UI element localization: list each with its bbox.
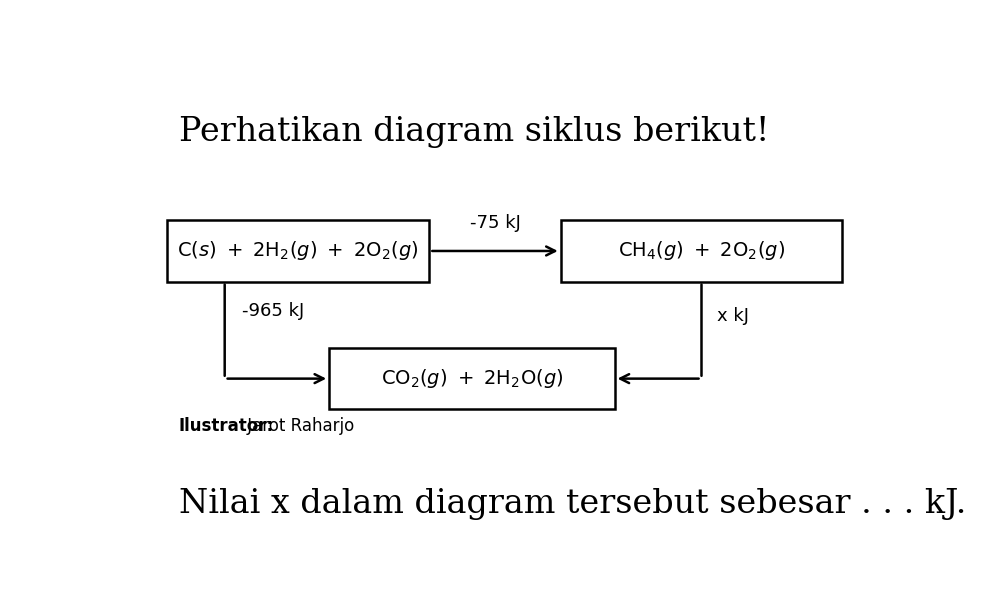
Text: $\rm C(\mathit{s})\ +\ 2H_2(\mathit{g})\ +\ 2O_2(\mathit{g})$: $\rm C(\mathit{s})\ +\ 2H_2(\mathit{g})\… [177,239,419,262]
Text: $\rm CO_2(\mathit{g})\ +\ 2H_2O(\mathit{g})$: $\rm CO_2(\mathit{g})\ +\ 2H_2O(\mathit{… [380,367,563,390]
Text: Nilai x dalam diagram tersebut sebesar . . . kJ.: Nilai x dalam diagram tersebut sebesar .… [178,488,966,520]
Text: Perhatikan diagram siklus berikut!: Perhatikan diagram siklus berikut! [178,116,769,148]
Text: $\rm CH_4(\mathit{g})\ +\ 2O_2(\mathit{g})$: $\rm CH_4(\mathit{g})\ +\ 2O_2(\mathit{g… [618,239,785,262]
Text: Ilustrator:: Ilustrator: [178,417,274,435]
FancyBboxPatch shape [561,220,843,282]
Text: Jarot Raharjo: Jarot Raharjo [242,417,355,435]
FancyBboxPatch shape [167,220,429,282]
Text: x kJ: x kJ [717,307,749,325]
FancyBboxPatch shape [329,348,615,410]
Text: -965 kJ: -965 kJ [242,302,304,321]
Text: -75 kJ: -75 kJ [469,214,521,232]
